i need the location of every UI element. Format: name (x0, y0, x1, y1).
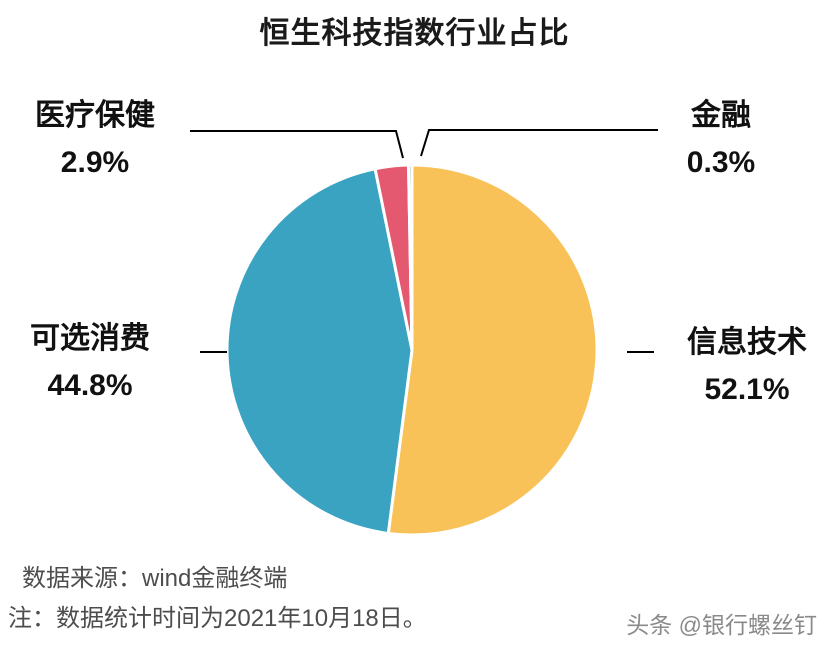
data-note-text: 注：数据统计时间为2021年10月18日。 (8, 605, 427, 632)
data-source-text: 数据来源：wind金融终端 (22, 565, 288, 592)
pie-slice-4 (407, 163, 414, 352)
slice-label-finance-name: 金融 (691, 99, 751, 132)
leader-lines (190, 129, 658, 353)
watermark-text: 头条 @银行螺丝钉 (626, 612, 817, 638)
pie-slice-2 (225, 167, 414, 535)
slice-label-healthcare: 医疗保健 2.9% (6, 93, 184, 186)
chart-title: 恒生科技指数行业占比 (259, 17, 570, 50)
leader-line-finance (420, 129, 658, 157)
slice-label-it-name: 信息技术 (687, 326, 807, 359)
slice-label-finance-pct: 0.3% (686, 145, 756, 179)
pie-slice-1 (386, 163, 599, 537)
slice-label-consumer-name: 可选消费 (30, 322, 150, 355)
leader-line-healthcare (190, 130, 404, 159)
slice-label-consumer: 可选消费 44.8% (4, 316, 176, 409)
slice-label-healthcare-name: 医疗保健 (35, 99, 155, 132)
slice-label-consumer-pct: 44.8% (47, 368, 133, 402)
slice-label-it-pct: 52.1% (704, 372, 790, 406)
slice-label-healthcare-pct: 2.9% (60, 145, 130, 179)
pie-slices (225, 163, 599, 537)
slice-label-finance: 金融 0.3% (662, 93, 780, 186)
slice-label-it: 信息技术 52.1% (668, 320, 826, 413)
